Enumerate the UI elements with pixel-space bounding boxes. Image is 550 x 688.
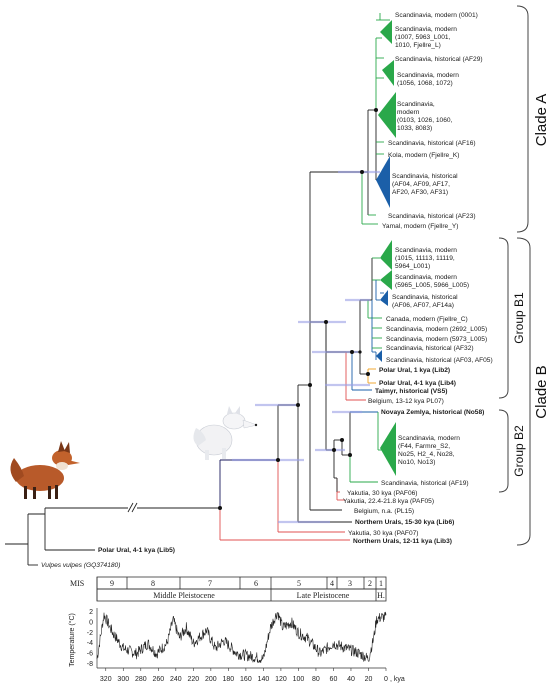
x-tick-label: 320 [100,676,112,683]
y-tick-label: 2 [89,609,93,616]
tip-a9: Scandinavia, historical (AF23) [388,213,476,220]
time-xunit: , kya [390,676,405,683]
tip-a8: Scandinavia, historical (AF04, AF09, AF1… [392,173,459,196]
x-tick-label: 260 [152,676,164,683]
temperature-chart: Temperature (°C) 20-2-4-6-8 320 300 280 260… [68,608,405,683]
x-tick-label: 200 [205,676,217,683]
tip-out1: Polar Ural, 4-1 kya (Lib5) [98,547,175,554]
x-tick-label: 280 [135,676,147,683]
tip-a7: Kola, modern (Fjellre_K) [388,152,459,159]
epoch-middle-pleistocene: Middle Pleistocene [153,591,215,600]
temperature-ylabel: Temperature (°C) [68,613,76,667]
mis-stage-7: 7 [208,579,212,588]
mis-stage-2: 2 [368,579,372,588]
tip-d6: Northern Urals, 12-11 kya (Lib3) [353,538,452,545]
tip-c2: Scandinavia, modern (F44, Farmre_S2, No2… [398,435,462,466]
mis-timeline: MIS 9 8 7 6 5 4 3 2 1 Middle Pleistocene… [70,576,387,602]
x-tick-label: 0 [384,676,388,683]
tip-b10: Polar Ural, 4-1 kya (Lib4) [379,380,456,387]
x-tick-label: 40 [347,676,355,683]
tip-d5: Yakutia, 30 kya (PAF07) [348,530,419,537]
tip-out2: Vulpes vulpes (GQ374180) [41,562,120,569]
tip-a2: Scandinavia, modern (1007, 5963_L001, 10… [395,26,459,49]
clade-brackets [498,5,531,546]
x-tick-label: 160 [240,676,252,683]
epoch-holocene: H. [377,591,385,600]
tip-b1: Scandinavia, modern (1015, 11113, 11119,… [395,247,459,270]
tree-branches [5,13,390,566]
group-b2-label: Group B2 [512,425,526,477]
tip-a4: Scandinavia, modern (1056, 1068, 1072) [397,72,461,87]
clade-a-label: Clade A [533,94,550,147]
x-tick-label: 300 [117,676,129,683]
temperature-curve [96,611,387,664]
mis-label: MIS [70,579,84,588]
x-tick-label: 80 [312,676,320,683]
tip-b11: Taimyr, historical (VS5) [375,388,447,395]
x-tick-label: 120 [275,676,287,683]
node-dots [218,108,378,510]
tip-labels: Scandinavia, modern (0001) Scandinavia, … [41,12,493,569]
mis-stage-1: 1 [379,579,383,588]
tip-a5: Scandinavia, modern (0103, 1026, 1060, 1… [397,101,454,132]
hpd-interval-bars [232,170,380,524]
y-tick-label: 0 [89,619,93,626]
tip-c3: Scandinavia, historical (AF19) [381,480,469,487]
tip-b7: Scandinavia, historical (AF32) [386,345,474,352]
tip-b6: Scandinavia, modern (5973_L005) [386,336,487,343]
mis-stage-5: 5 [297,579,301,588]
tip-d2: Yakutia, 22.4-21.8 kya (PAF05) [343,498,434,505]
tip-d1: Yakutia, 30 kya (PAF06) [347,490,418,497]
red-fox-photo [10,441,80,499]
x-tick-label: 180 [223,676,235,683]
mis-stage-3: 3 [348,579,352,588]
time-x-ticks: 320 300 280 260 240 220 200 180 160 140 120 100 80 60… [100,668,388,683]
tip-a1: Scandinavia, modern (0001) [395,12,478,19]
tip-d3: Belgium, n.a. (PL15) [354,508,414,515]
y-tick-label: -4 [87,640,93,647]
tip-a10: Yamal, modern (Fjellre_Y) [382,223,458,230]
tip-b5: Scandinavia, modern (2692_L005) [386,326,487,333]
mis-stage-4: 4 [330,579,334,588]
tip-b12: Belgium, 13-12 kya PL07) [368,398,444,405]
y-tick-label: -8 [87,661,93,668]
arctic-fox-photo [193,406,258,460]
tip-a3: Scandinavia, historical (AF29) [395,56,483,63]
tip-b3: Scandinavia, historical (AF06, AF07, AF1… [392,294,459,309]
tip-c1: Novaya Zemlya, historical (No58) [381,409,484,416]
clade-b-label: Clade B [533,365,550,418]
x-tick-label: 220 [187,676,199,683]
mis-stage-9: 9 [110,579,114,588]
tip-d4: Northern Urals, 15-30 kya (Lib6) [355,519,454,526]
x-tick-label: 20 [365,676,373,683]
tip-b9: Polar Ural, 1 kya (Lib2) [379,367,450,374]
temperature-y-ticks: 2 0 -2 -4 -6 -8 [87,609,93,668]
x-tick-label: 240 [170,676,182,683]
epoch-late-pleistocene: Late Pleistocene [297,591,350,600]
y-tick-label: -2 [87,630,93,637]
group-b1-label: Group B1 [512,292,526,344]
mis-stage-8: 8 [151,579,155,588]
x-tick-label: 140 [258,676,270,683]
x-tick-label: 100 [293,676,305,683]
tip-a6: Scandinavia, historical (AF16) [388,140,476,147]
mis-stage-6: 6 [254,579,258,588]
tip-b4: Canada, modern (Fjellre_C) [386,316,468,323]
tip-b2: Scandinavia, modern (5965_L005, 5966_L00… [395,274,469,289]
collapsed-clades [376,20,396,476]
y-tick-label: -6 [87,651,93,658]
tip-b8: Scandinavia, historical (AF03, AF05) [386,357,493,364]
x-tick-label: 60 [330,676,338,683]
